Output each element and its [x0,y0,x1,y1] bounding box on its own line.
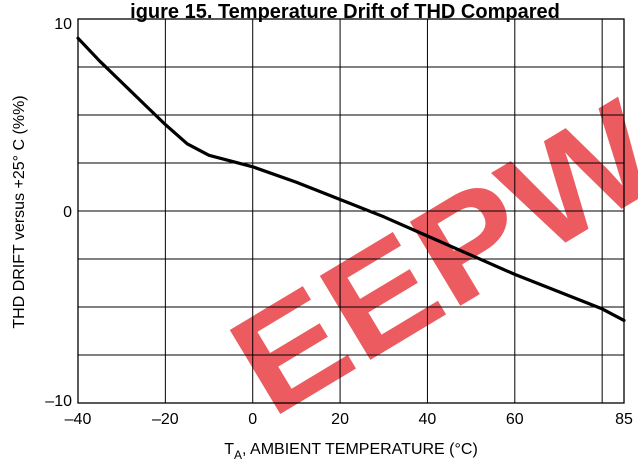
watermark: EEPW [205,70,638,446]
watermark-text: EEPW [205,70,638,446]
plot-frame [77,18,625,404]
y-tick-label: –10 [45,393,72,410]
watermark-logo: EEPW [205,70,638,446]
y-tick-labels: 10 0 –10 [45,16,72,410]
x-axis-label-subscript: A [234,448,242,461]
x-tick-label: –20 [152,411,179,428]
x-tick-label: –40 [65,411,92,428]
chart-title: igure 15. Temperature Drift of THD Compa… [130,1,560,23]
x-tick-label: 0 [248,411,257,428]
x-axis-label: TA, AMBIENT TEMPERATURE (°C) [224,441,478,461]
x-axis-label-main: T [224,441,234,458]
series [76,36,626,322]
grid [78,19,624,403]
y-axis-label: THD DRIFT versus +25° C (%%) [11,95,28,328]
x-tick-labels: –40 –20 0 20 40 60 85 [65,411,633,428]
x-tick-label: 40 [419,411,437,428]
y-tick-label: 0 [63,204,72,221]
x-tick-label: 60 [506,411,524,428]
series-line [76,36,626,322]
x-tick-label: 20 [331,411,349,428]
x-axis-label-text: , AMBIENT TEMPERATURE (°C) [242,441,478,458]
y-tick-label: 10 [54,16,72,33]
x-tick-label: 85 [615,411,633,428]
